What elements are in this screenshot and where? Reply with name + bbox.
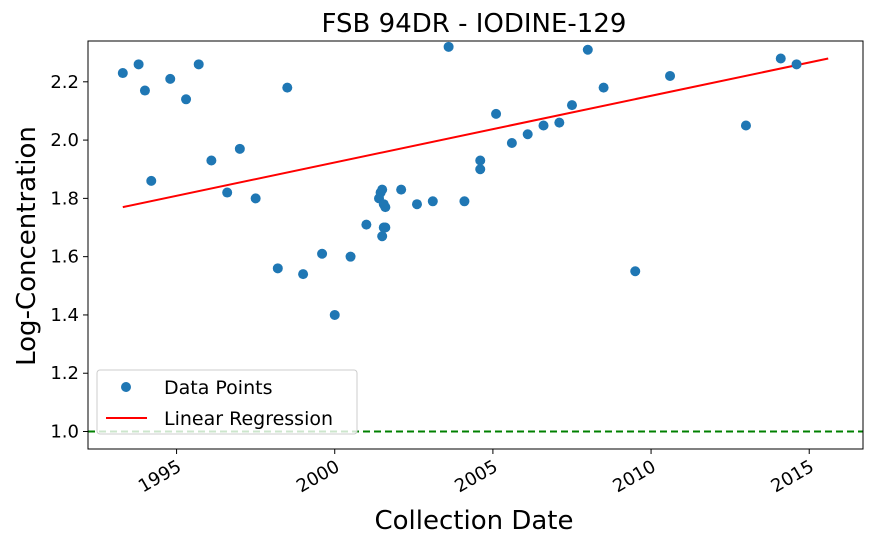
data-point: [506, 138, 517, 148]
data-point: [165, 73, 176, 84]
x-tick-label: 2000: [293, 456, 343, 497]
data-point: [443, 41, 454, 52]
chart-title: FSB 94DR - IODINE-129: [322, 9, 627, 39]
data-point: [329, 309, 340, 320]
data-point: [427, 196, 438, 207]
data-point: [193, 59, 204, 70]
y-tick-label: 1.4: [50, 305, 79, 326]
data-point: [298, 269, 309, 280]
data-point: [380, 222, 391, 233]
data-point: [222, 187, 233, 198]
legend-marker-data-points: [121, 382, 131, 392]
legend: Data Points Linear Regression: [96, 369, 358, 435]
data-point: [317, 248, 328, 259]
data-point: [459, 196, 470, 207]
data-point: [250, 193, 261, 204]
data-point: [522, 129, 533, 140]
data-point: [775, 53, 786, 64]
data-point: [491, 108, 502, 119]
data-point: [396, 184, 407, 195]
y-tick-label: 2.2: [50, 72, 79, 93]
x-tick-label: 2015: [768, 456, 818, 497]
y-tick-label: 1.6: [50, 247, 79, 268]
data-point: [538, 120, 549, 131]
data-point: [554, 117, 565, 128]
data-point: [272, 263, 283, 274]
y-axis-title: Log-Concentration: [12, 126, 42, 366]
data-point: [117, 68, 128, 79]
data-point: [282, 82, 293, 93]
data-point: [181, 94, 192, 105]
legend-label-data-points: Data Points: [164, 377, 272, 399]
data-point: [377, 184, 388, 195]
data-point: [377, 231, 388, 242]
x-axis-title: Collection Date: [374, 506, 573, 536]
data-point: [380, 202, 391, 213]
x-tick-label: 1995: [135, 456, 185, 497]
data-point: [566, 100, 577, 111]
plot-frame: [87, 40, 864, 450]
y-tick-label: 1.8: [50, 188, 79, 209]
data-point: [133, 59, 144, 70]
y-tick-label: 1.2: [50, 363, 79, 384]
regression-line: [122, 57, 829, 209]
data-point: [740, 120, 751, 131]
data-point: [234, 143, 245, 154]
data-point: [411, 199, 422, 210]
data-point: [475, 155, 486, 166]
legend-label-linear-regression: Linear Regression: [164, 408, 333, 430]
data-point: [665, 70, 676, 81]
data-point: [206, 155, 217, 166]
data-point: [475, 164, 486, 175]
x-tick-label: 2005: [451, 456, 501, 497]
data-point: [146, 175, 157, 186]
data-point: [598, 82, 609, 93]
y-tick-label: 1.0: [50, 422, 79, 443]
data-point: [630, 266, 641, 277]
y-tick-label: 2.0: [50, 130, 79, 151]
legend-box: [96, 369, 358, 435]
data-point: [582, 44, 593, 55]
data-point: [361, 219, 372, 230]
data-point: [139, 85, 150, 96]
data-point: [345, 251, 356, 262]
x-tick-label: 2010: [609, 456, 659, 497]
data-point: [791, 59, 802, 70]
